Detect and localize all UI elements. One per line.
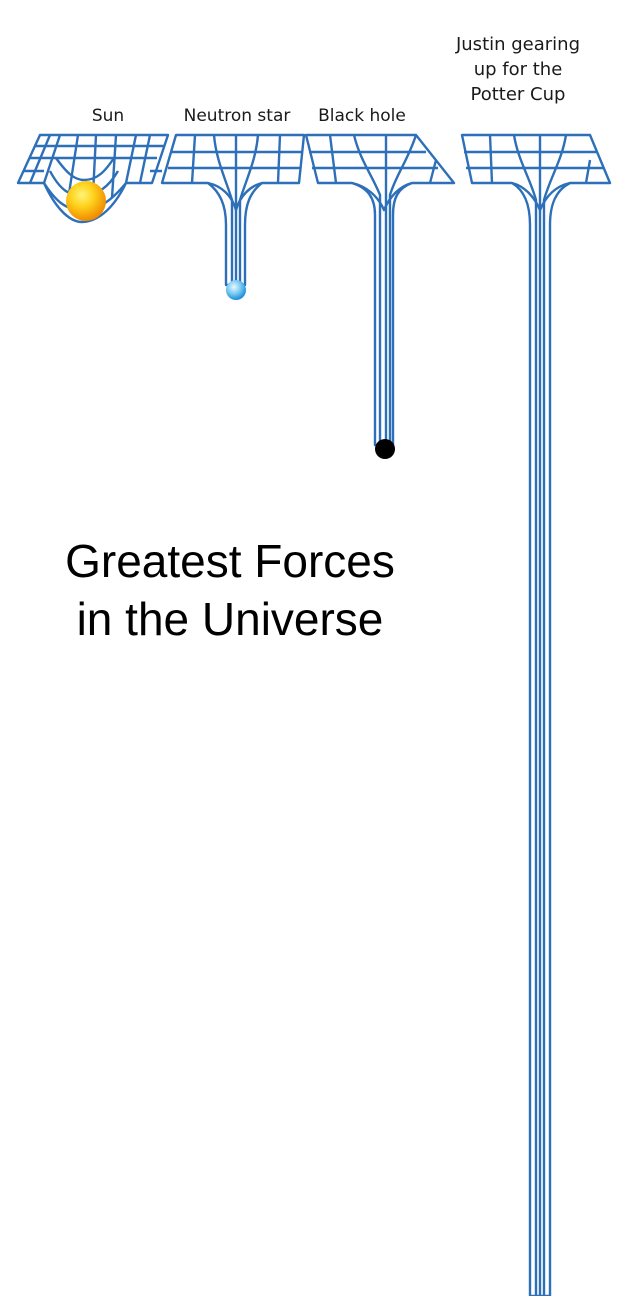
justin-spacetime-grid (460, 133, 612, 1296)
black-hole-spacetime-grid (304, 133, 456, 447)
justin-label-line: Justin gearing (455, 34, 581, 55)
headline-line: Greatest Forces (65, 535, 395, 587)
sun-spacetime-grid (16, 133, 170, 224)
black-hole-label: Black hole (318, 106, 406, 126)
neutron-star-label: Neutron star (183, 106, 291, 126)
sun-icon (66, 181, 106, 221)
sun-label: Sun (91, 106, 125, 126)
headline-line: in the Universe (76, 593, 384, 645)
justin-label-line: up for the (473, 59, 563, 80)
neutron-star-icon (226, 280, 246, 300)
black-hole-icon (375, 439, 395, 459)
justin-label: Justin gearing up for the Potter Cup (430, 32, 606, 107)
justin-label-line: Potter Cup (470, 84, 566, 105)
neutron-star-spacetime-grid (160, 133, 306, 287)
headline: Greatest Forces in the Universe (20, 532, 440, 648)
